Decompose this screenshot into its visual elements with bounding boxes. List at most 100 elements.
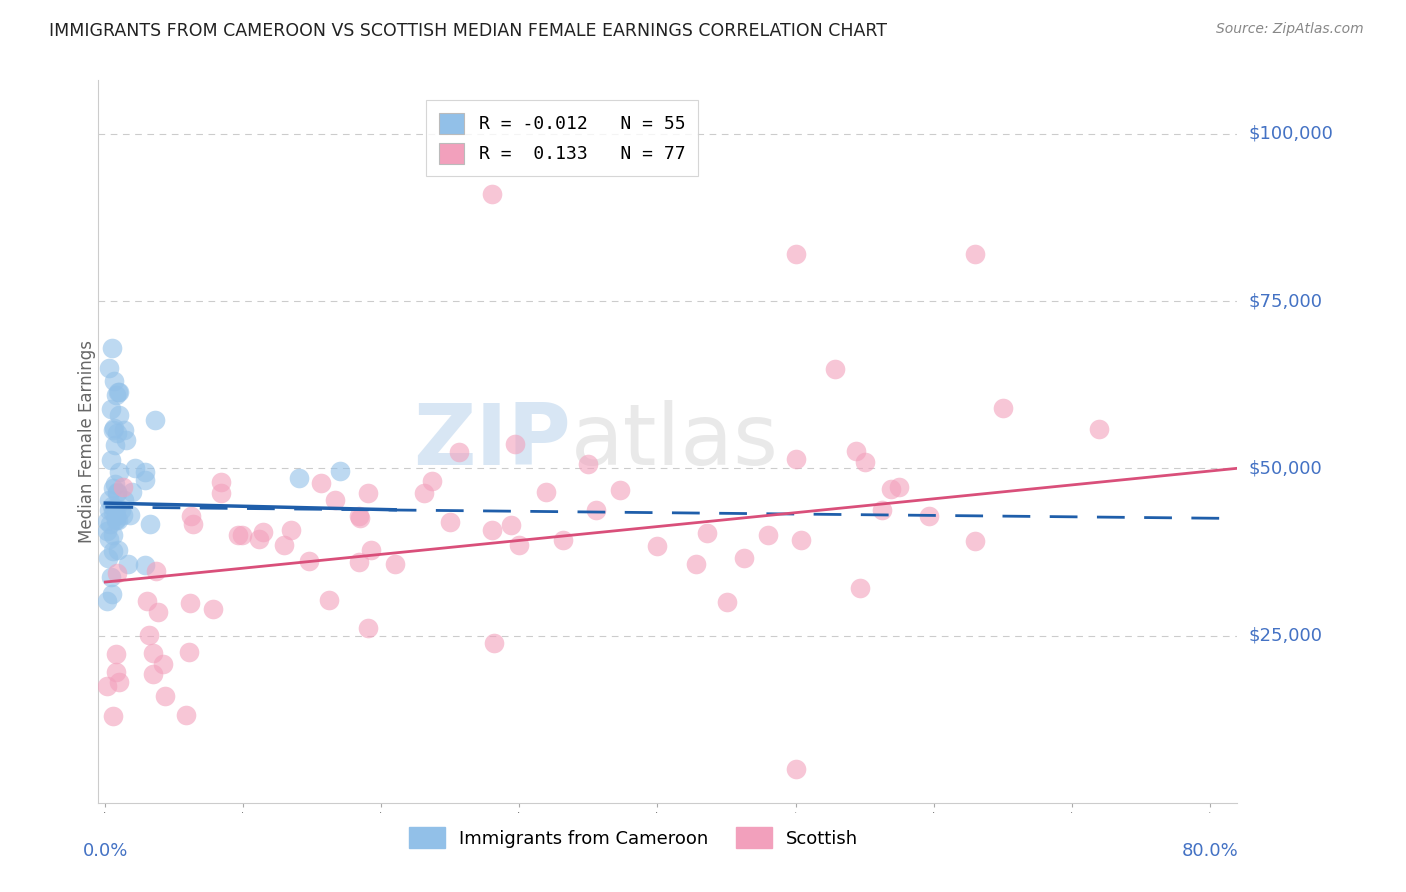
Point (103, 375, 125, 389)
Point (179, 596, 201, 610)
Point (138, 516, 160, 531)
Point (585, 502, 607, 516)
Point (112, 508, 135, 522)
Point (103, 505, 125, 519)
Point (447, 445, 470, 459)
Point (105, 508, 128, 523)
Point (534, 485, 557, 500)
Point (889, 480, 911, 494)
Y-axis label: Median Female Earnings: Median Female Earnings (79, 340, 96, 543)
Point (108, 384, 131, 399)
Point (105, 387, 128, 401)
Point (174, 708, 197, 723)
Point (104, 513, 127, 527)
Point (97, 550, 120, 565)
Point (273, 538, 295, 552)
Point (101, 341, 124, 355)
Point (101, 499, 124, 513)
Point (100, 587, 122, 601)
Point (134, 465, 156, 479)
Point (508, 539, 530, 553)
Point (115, 433, 138, 447)
Point (100, 402, 122, 417)
Point (179, 644, 201, 658)
Point (696, 525, 718, 540)
Point (1088, 422, 1111, 436)
Point (420, 474, 443, 488)
Point (117, 558, 139, 572)
Text: $100,000: $100,000 (1249, 125, 1333, 143)
Point (918, 508, 941, 523)
Point (145, 564, 167, 578)
Point (609, 483, 631, 497)
Point (824, 362, 846, 376)
Point (209, 475, 232, 489)
Point (412, 485, 434, 500)
Point (138, 628, 160, 642)
Point (481, 187, 503, 202)
Point (148, 605, 170, 619)
Point (551, 533, 574, 547)
Point (384, 557, 406, 571)
Point (96, 524, 118, 539)
Point (733, 551, 755, 566)
Point (439, 515, 461, 529)
Point (325, 493, 347, 508)
Point (98, 361, 121, 376)
Point (180, 509, 202, 524)
Point (136, 593, 159, 607)
Text: $75,000: $75,000 (1249, 292, 1323, 310)
Point (756, 528, 779, 542)
Point (101, 527, 124, 541)
Point (347, 555, 370, 569)
Text: atlas: atlas (571, 400, 779, 483)
Point (100, 570, 122, 584)
Point (107, 542, 129, 557)
Point (231, 528, 253, 542)
Point (134, 558, 156, 572)
Point (96, 679, 118, 693)
Point (963, 247, 986, 261)
Point (104, 512, 127, 526)
Text: 0.0%: 0.0% (83, 842, 128, 860)
Point (98, 532, 121, 546)
Point (716, 595, 738, 609)
Point (785, 247, 807, 261)
Point (790, 533, 813, 548)
Point (100, 453, 122, 467)
Point (280, 523, 302, 537)
Point (107, 385, 129, 400)
Point (153, 689, 176, 703)
Point (318, 592, 340, 607)
Point (96, 593, 118, 607)
Point (124, 461, 146, 475)
Point (853, 454, 876, 468)
Point (108, 408, 131, 422)
Point (209, 486, 232, 500)
Point (503, 437, 526, 451)
Point (142, 666, 165, 681)
Point (105, 502, 128, 516)
Point (143, 413, 166, 427)
Point (98, 517, 121, 532)
Point (104, 438, 127, 452)
Point (104, 647, 127, 661)
Point (357, 621, 380, 635)
Point (142, 646, 165, 660)
Point (309, 475, 332, 490)
Point (107, 566, 129, 580)
Point (785, 762, 807, 776)
Point (96, 514, 118, 528)
Point (183, 516, 205, 531)
Point (111, 480, 134, 494)
Point (685, 557, 707, 571)
Point (118, 508, 141, 522)
Point (481, 523, 503, 537)
Point (98, 503, 121, 517)
Point (347, 508, 370, 523)
Point (101, 482, 124, 496)
Point (482, 636, 505, 650)
Text: 80.0%: 80.0% (1181, 842, 1239, 860)
Point (103, 421, 125, 435)
Point (298, 554, 321, 568)
